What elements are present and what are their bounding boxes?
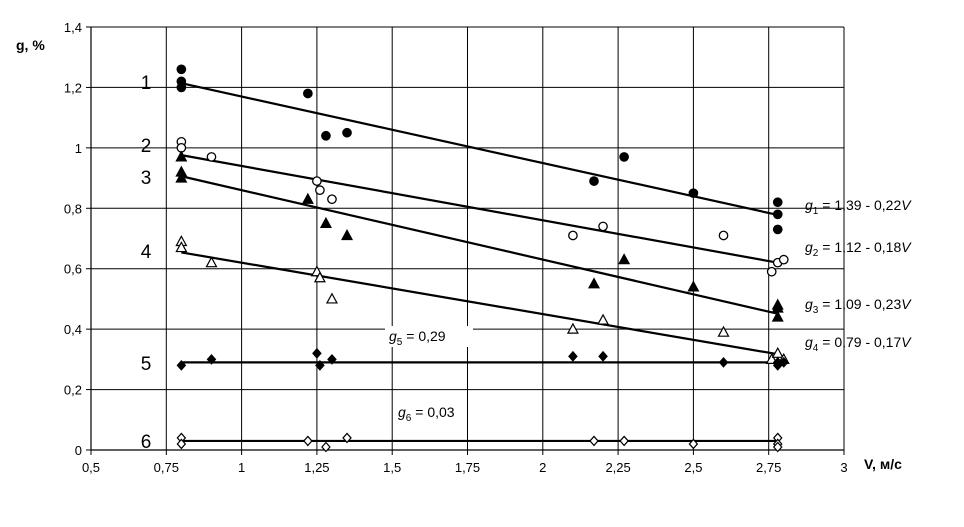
data-point-series-1	[688, 188, 699, 199]
data-points	[175, 64, 790, 453]
data-point-series-1	[772, 224, 783, 235]
x-axis-title: V, м/с	[864, 456, 902, 472]
data-point-series-1	[176, 64, 187, 75]
fit-line-3	[181, 175, 778, 315]
curve-label-1: 1	[141, 73, 152, 94]
y-tick-label: 0,6	[64, 262, 82, 277]
data-point-series-6	[688, 438, 699, 450]
y-tick-label: 0,2	[64, 383, 82, 398]
data-point-series-6	[619, 435, 629, 447]
curve-label-5: 5	[141, 354, 152, 375]
data-point-series-6	[589, 435, 599, 447]
data-point-series-3	[175, 150, 188, 162]
data-point-series-4	[566, 322, 579, 334]
y-tick-label: 1,2	[64, 80, 82, 95]
data-point-series-2	[312, 176, 322, 186]
data-point-series-4	[717, 325, 730, 337]
data-point-series-3	[687, 280, 700, 292]
fit-line-1	[181, 82, 778, 217]
data-point-series-5	[206, 353, 217, 365]
data-point-series-2	[327, 194, 337, 205]
data-point-series-4	[175, 241, 188, 253]
data-point-series-6	[342, 432, 352, 444]
x-tick-label: 0,5	[82, 460, 100, 475]
data-point-series-1	[342, 127, 352, 138]
y-tick-label: 1,4	[64, 20, 82, 35]
y-tick-label: 0,4	[64, 322, 82, 337]
data-point-series-4	[313, 271, 326, 283]
equation-label-6: g6 = 0,03	[398, 404, 455, 424]
curve-label-4: 4	[141, 242, 152, 263]
x-tick-label: 2,5	[684, 460, 702, 475]
data-point-series-4	[205, 256, 218, 268]
y-tick-label: 0,8	[64, 201, 82, 216]
x-tick-label: 2,25	[605, 460, 630, 475]
fit-lines	[181, 82, 778, 443]
equation-label-5: g5 = 0,29	[389, 328, 446, 348]
equation-label-2: g2 = 1,12 - 0,18V	[805, 239, 912, 259]
data-point-series-1	[321, 130, 331, 141]
data-point-series-2	[766, 266, 777, 277]
data-point-series-4	[325, 292, 338, 304]
data-point-series-2	[598, 221, 608, 232]
x-tick-label: 2	[539, 460, 546, 475]
axes	[86, 26, 845, 455]
data-point-series-1	[176, 82, 187, 93]
data-point-series-5	[778, 356, 789, 368]
x-tick-label: 1,5	[383, 460, 401, 475]
data-point-series-1	[589, 176, 599, 186]
data-point-series-3	[771, 310, 784, 322]
data-point-series-3	[319, 216, 332, 228]
data-point-series-3	[341, 229, 354, 241]
data-point-series-2	[718, 230, 729, 241]
data-point-series-5	[598, 350, 608, 362]
data-point-series-3	[175, 171, 188, 183]
data-point-series-2	[568, 230, 578, 241]
data-point-series-4	[597, 313, 610, 325]
data-point-series-1	[772, 197, 783, 208]
y-tick-label: 0	[75, 443, 82, 458]
data-point-series-2	[315, 185, 325, 196]
equation-label-1: g1 = 1,39 - 0,22V	[805, 197, 912, 217]
data-point-series-1	[303, 88, 313, 99]
data-point-series-6	[772, 441, 783, 453]
x-tick-label: 1,75	[455, 460, 480, 475]
curve-label-3: 3	[141, 168, 152, 189]
fit-line-2	[181, 154, 778, 264]
x-tick-label: 1,25	[304, 460, 329, 475]
data-point-series-2	[206, 152, 217, 162]
fit-line-4	[181, 251, 778, 356]
data-point-series-5	[568, 350, 578, 362]
gridlines	[90, 26, 845, 451]
data-point-series-5	[312, 347, 322, 359]
x-tick-label: 0,75	[154, 460, 179, 475]
data-point-series-5	[315, 359, 325, 371]
data-point-series-6	[176, 438, 187, 450]
data-point-series-5	[327, 353, 337, 365]
data-point-series-6	[303, 435, 313, 447]
data-point-series-2	[778, 254, 789, 265]
data-point-series-5	[718, 356, 729, 368]
data-point-series-3	[587, 277, 601, 289]
data-point-series-3	[618, 253, 631, 265]
x-tick-label: 1	[238, 460, 245, 475]
data-point-series-5	[176, 359, 187, 371]
data-point-series-1	[619, 152, 629, 162]
y-tick-label: 1	[75, 141, 82, 156]
tick-labels: 0,5 0,75 1 1,25 1,5 1,75 2 2,25 2,5 2,75 300,20,40…	[64, 20, 848, 475]
data-point-series-1	[772, 209, 783, 220]
data-point-series-6	[321, 441, 331, 453]
x-tick-label: 2,75	[756, 460, 781, 475]
curve-label-2: 2	[141, 136, 152, 157]
data-point-series-3	[301, 192, 314, 204]
annotations: 1 2 3 4 5 6 g1 = 1,39 - 0,22V g2 = 1,12 - 0,18V…	[141, 73, 913, 453]
equation-background	[385, 326, 473, 347]
x-tick-label: 3	[840, 460, 847, 475]
curve-label-6: 6	[141, 432, 152, 453]
equation-label-4: g4 = 0,79 - 0,17V	[805, 334, 912, 354]
y-axis-title: g, %	[16, 37, 45, 53]
equation-label-3: g3 = 1,09 - 0,23V	[805, 296, 912, 316]
